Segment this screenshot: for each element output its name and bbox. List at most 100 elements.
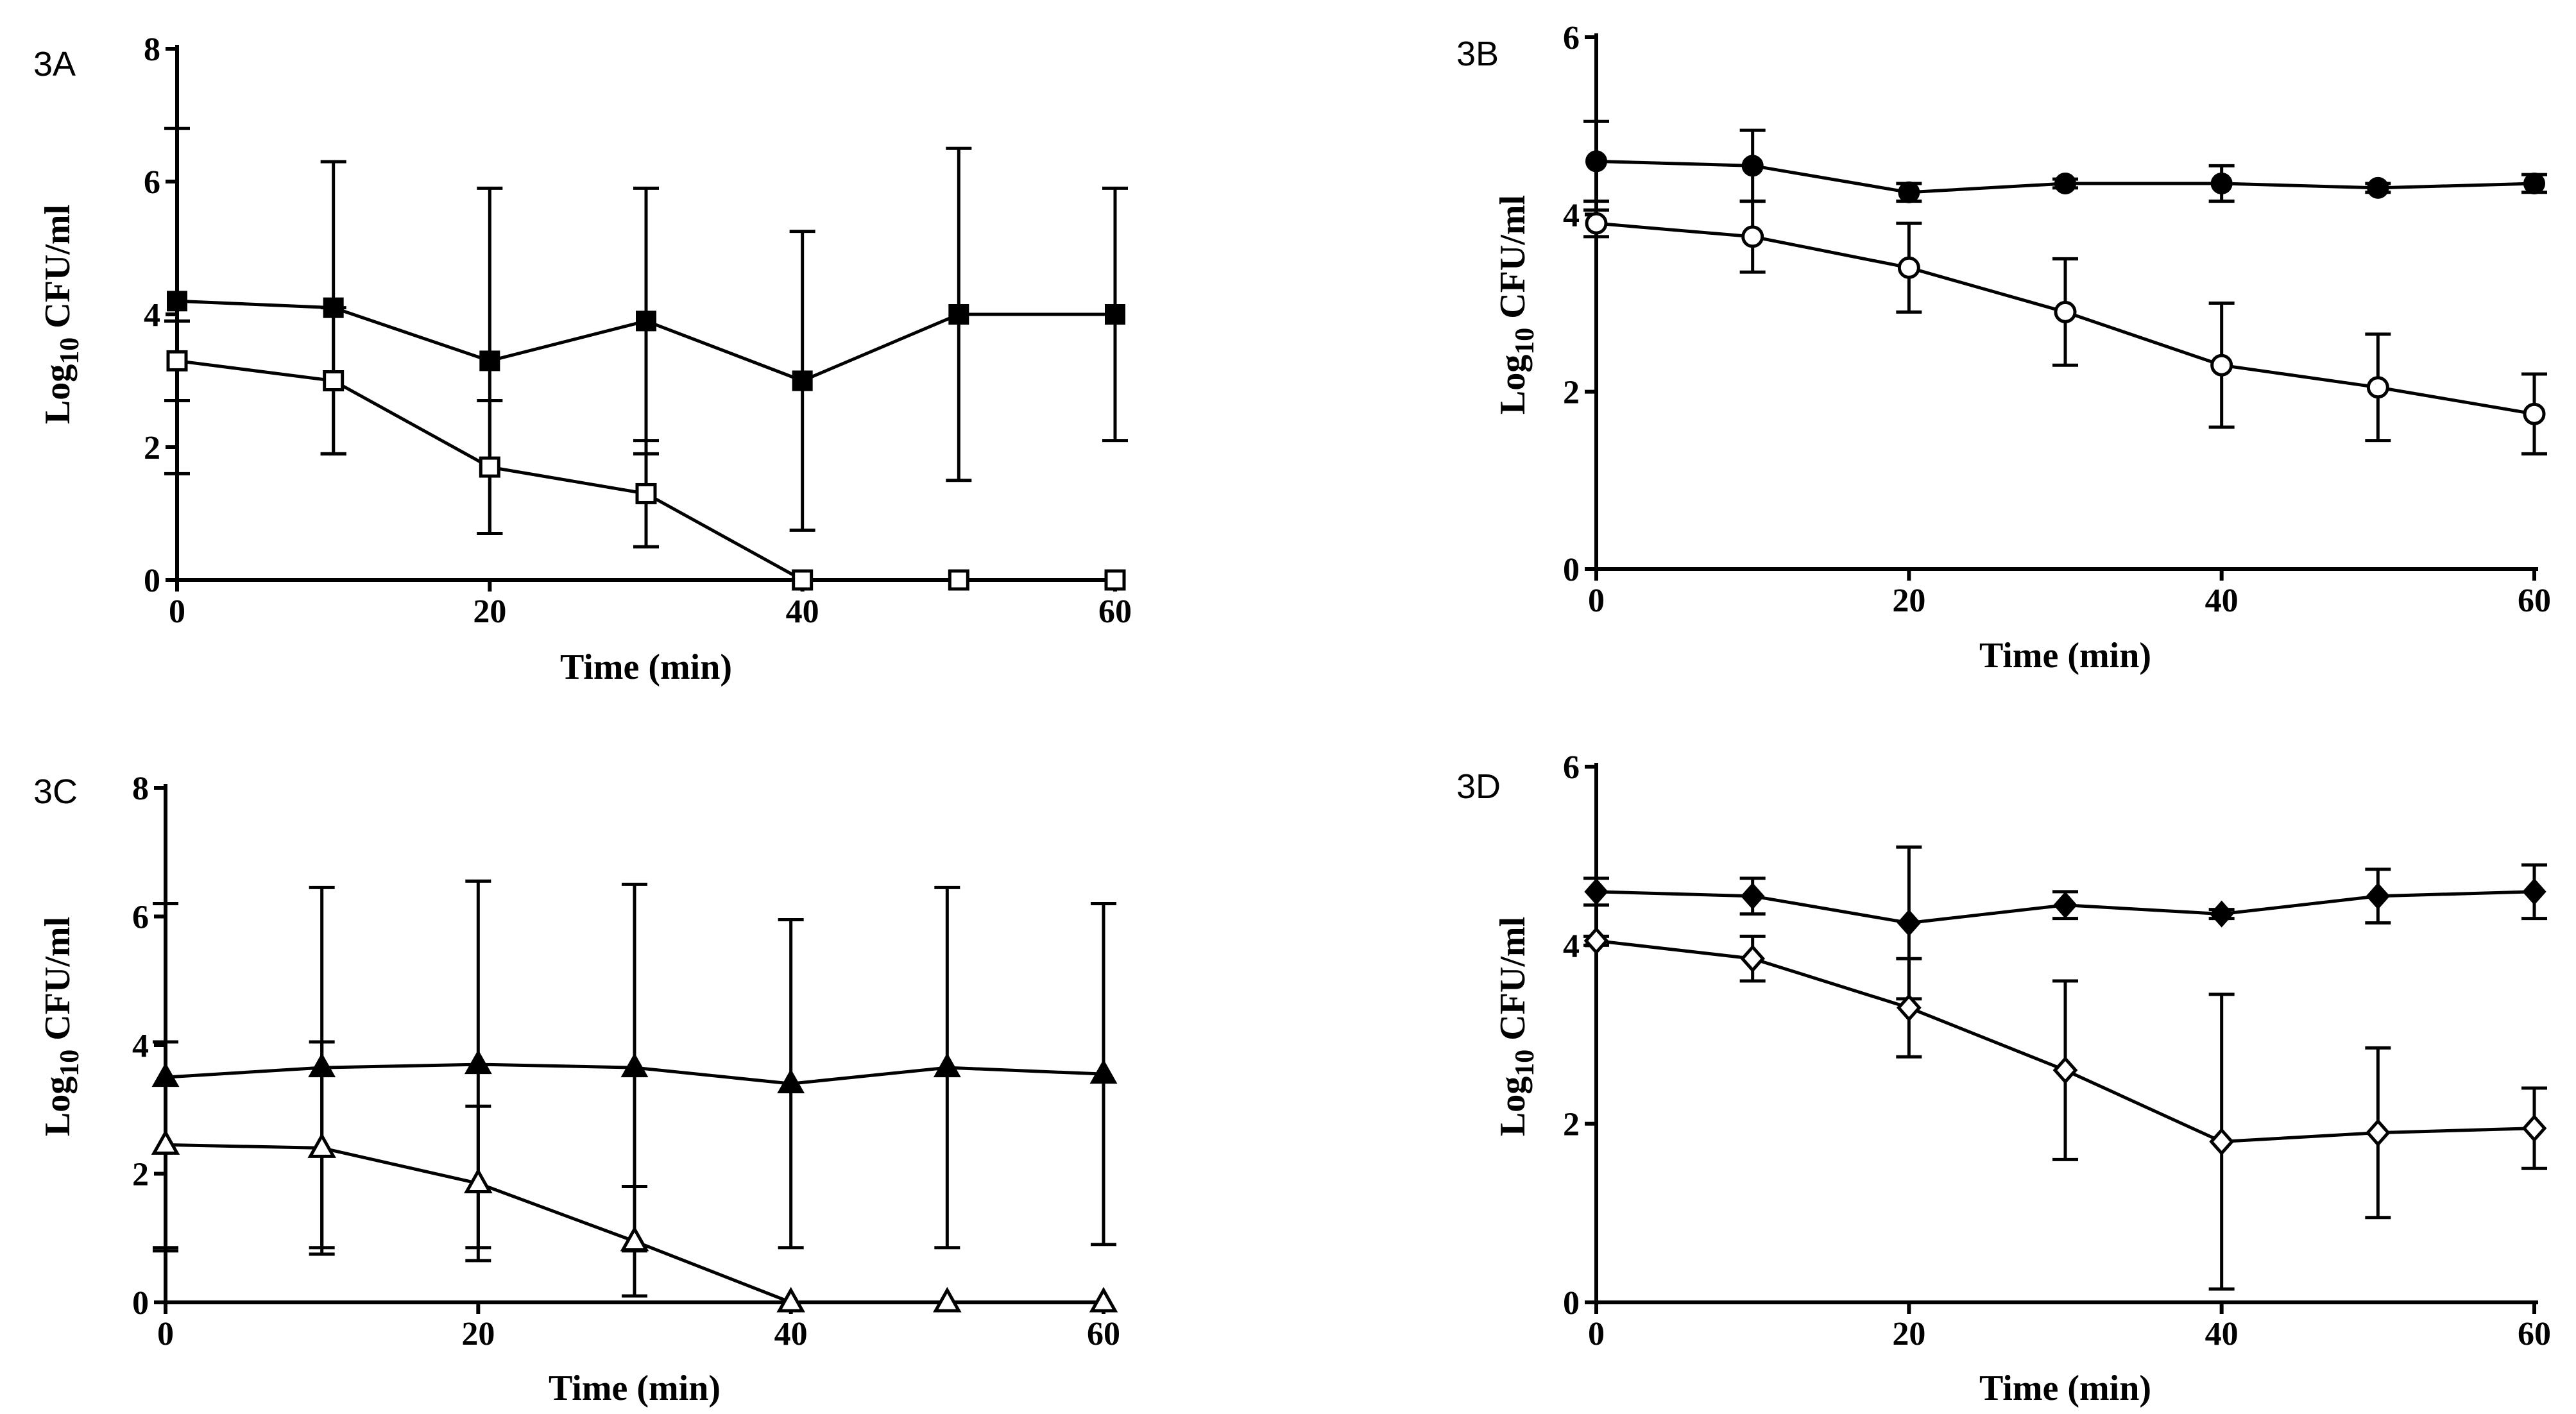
data-point-3c-treated — [151, 1129, 180, 1155]
data-point-3a-treated — [479, 456, 500, 478]
y-tick-label-3a: 8 — [144, 31, 160, 68]
panel-label-3b: 3B — [1456, 35, 1499, 73]
y-tick-label-3d: 4 — [1563, 928, 1580, 964]
y-axis-title-3d: Log10 CFU/ml — [1493, 917, 1540, 1136]
y-axis-title-3b: Log10 CFU/ml — [1493, 195, 1540, 414]
x-axis-title-3a: Time (min) — [560, 647, 732, 687]
data-point-3b-treated — [2054, 300, 2077, 323]
data-point-3a-treated — [323, 370, 345, 391]
x-tick-label-3d: 60 — [2518, 1316, 2551, 1352]
y-tick-label-3b: 2 — [1563, 375, 1580, 411]
y-tick-label-3d: 2 — [1563, 1107, 1580, 1143]
x-tick-label-3d: 0 — [1588, 1316, 1605, 1352]
data-point-3a-treated — [948, 569, 969, 591]
chart-3c: 3C 0 2 4 6 8 0 20 40 60 Time (min) Log10 CFU/ml — [33, 771, 1120, 1408]
data-point-3d-treated — [2365, 1118, 2391, 1147]
y-tick-label-3a: 0 — [144, 563, 160, 599]
y-tick-label-3c: 0 — [132, 1285, 149, 1322]
data-point-3a-control — [479, 350, 500, 371]
data-point-3c-control — [777, 1069, 805, 1094]
panel-label-3c: 3C — [33, 772, 78, 811]
x-tick-label-3b: 40 — [2205, 583, 2239, 619]
y-axis-title-3a: Log10 CFU/ml — [38, 205, 85, 424]
data-point-3d-treated — [2052, 1056, 2078, 1084]
data-point-3c-treated — [933, 1286, 962, 1313]
data-point-3a-treated — [792, 569, 814, 591]
data-point-3b-treated — [1741, 225, 1764, 248]
y-tick-label-3c: 4 — [132, 1028, 149, 1064]
y-tick-label-3b: 0 — [1563, 552, 1580, 588]
data-point-3a-treated — [166, 350, 188, 371]
data-point-3a-treated — [1104, 569, 1126, 591]
data-point-3d-control — [2366, 882, 2391, 910]
data-point-3c-control — [464, 1049, 492, 1075]
data-point-3d-treated — [1583, 926, 1609, 955]
x-tick-label-3d: 20 — [1892, 1316, 1925, 1352]
data-point-3b-treated — [1897, 256, 1920, 279]
data-point-3a-control — [1105, 304, 1125, 325]
data-point-3c-control — [933, 1053, 961, 1078]
data-point-3b-treated — [1585, 212, 1608, 235]
data-point-3d-control — [1584, 878, 1608, 905]
x-axis-title-3c: Time (min) — [549, 1368, 721, 1408]
data-point-3d-treated — [2521, 1114, 2547, 1143]
data-point-3d-treated — [1896, 993, 1922, 1022]
x-tick-label-3c: 40 — [774, 1316, 808, 1352]
y-tick-label-3a: 2 — [144, 430, 160, 466]
x-axis-title-3b: Time (min) — [1979, 636, 2151, 676]
x-tick-label-3a: 20 — [473, 593, 506, 630]
y-axis-title-3c: Log10 CFU/ml — [38, 917, 85, 1136]
y-tick-label-3a: 4 — [144, 297, 160, 334]
x-tick-label-3c: 60 — [1087, 1316, 1120, 1352]
x-tick-label-3b: 0 — [1588, 583, 1605, 619]
panel-label-3d: 3D — [1456, 767, 1501, 806]
y-tick-label-3c: 8 — [132, 771, 149, 807]
data-point-3c-treated — [1089, 1286, 1118, 1313]
y-tick-label-3d: 6 — [1563, 749, 1580, 786]
y-tick-label-3b: 4 — [1563, 197, 1580, 234]
panel-label-3a: 3A — [33, 45, 76, 83]
x-tick-label-3b: 20 — [1892, 583, 1925, 619]
data-point-3b-control — [2054, 172, 2076, 194]
y-tick-label-3a: 6 — [144, 164, 160, 201]
data-point-3b-control — [2367, 176, 2389, 199]
data-point-3a-control — [636, 311, 656, 332]
data-point-3c-control — [1089, 1059, 1118, 1084]
data-point-3b-control — [1741, 155, 1764, 177]
x-tick-label-3c: 0 — [157, 1316, 174, 1352]
data-point-3a-control — [948, 304, 969, 325]
x-tick-label-3d: 40 — [2205, 1316, 2239, 1352]
data-point-3d-control — [2053, 891, 2077, 919]
x-tick-label-3c: 20 — [461, 1316, 495, 1352]
data-point-3c-treated — [620, 1225, 649, 1252]
data-point-3b-treated — [2366, 376, 2389, 399]
data-point-3c-treated — [464, 1168, 493, 1194]
y-tick-label-3d: 0 — [1563, 1285, 1580, 1322]
data-point-3d-control — [2522, 878, 2546, 905]
data-point-3b-control — [1898, 181, 1920, 203]
data-point-3a-treated — [635, 482, 657, 504]
y-tick-label-3b: 6 — [1563, 20, 1580, 56]
data-point-3b-treated — [2210, 354, 2233, 377]
x-axis-title-3d: Time (min) — [1979, 1368, 2151, 1408]
chart-3a: 3A 0 2 4 6 8 0 20 40 60 Time (min) Log10 CFU/ml — [33, 31, 1132, 687]
data-point-3c-control — [620, 1053, 649, 1078]
data-point-3c-treated — [776, 1286, 805, 1313]
x-tick-label-3a: 0 — [169, 593, 185, 630]
data-point-3d-control — [1740, 882, 1765, 910]
data-point-3d-treated — [1740, 944, 1766, 973]
x-tick-label-3b: 60 — [2518, 583, 2551, 619]
data-point-3b-control — [2210, 172, 2233, 194]
y-tick-label-3c: 6 — [132, 899, 149, 936]
y-tick-label-3c: 2 — [132, 1157, 149, 1193]
data-point-3d-control — [2209, 900, 2234, 928]
data-point-3a-control — [792, 370, 813, 391]
x-tick-label-3a: 40 — [786, 593, 819, 630]
data-point-3d-treated — [2209, 1127, 2235, 1156]
data-point-3b-control — [1585, 150, 1607, 173]
data-point-3a-control — [167, 291, 187, 312]
data-point-3d-control — [1897, 909, 1922, 937]
